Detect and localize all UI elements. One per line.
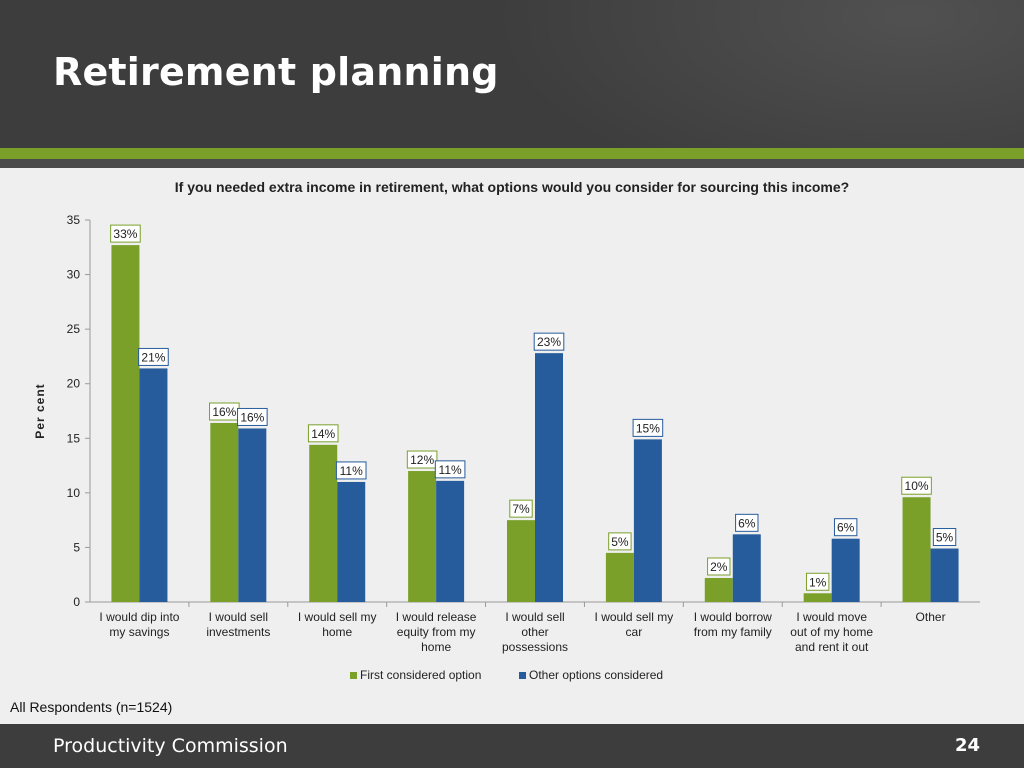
bar-other-considered [139, 368, 168, 602]
bar-first-considered [111, 245, 140, 603]
x-category-label: possessions [502, 640, 568, 654]
data-label: 2% [710, 560, 728, 574]
x-category-label: car [626, 625, 643, 639]
data-label-box [406, 450, 438, 469]
bar-other-considered [436, 480, 465, 602]
bar-other-considered [732, 534, 761, 602]
bar-other-considered [535, 353, 563, 602]
x-category-label: I would move [796, 610, 867, 624]
x-category-label: I would sell [209, 610, 268, 624]
data-label-box [307, 424, 339, 443]
bar-other-considered [633, 439, 662, 602]
bar-first-considered [210, 423, 239, 602]
x-category-label: home [421, 640, 451, 654]
data-label-box [509, 499, 533, 518]
x-category-label: investments [206, 625, 270, 639]
y-tick-label: 0 [73, 595, 80, 609]
data-label: 16% [212, 405, 236, 419]
respondents-note: All Respondents (n=1524) [10, 699, 173, 715]
data-label-box [608, 532, 632, 551]
data-label: 11% [439, 463, 462, 477]
data-label-box [707, 557, 731, 576]
x-category-label: home [322, 625, 352, 639]
y-tick-label: 35 [67, 213, 81, 227]
x-category-label: I would sell my [298, 610, 377, 624]
page-number: 24 [954, 735, 980, 756]
slide-header: Retirement planning [0, 0, 1024, 148]
data-label-box [138, 347, 169, 366]
x-category-label: and rent it out [795, 640, 869, 654]
data-label: 7% [512, 502, 530, 516]
data-label-box [434, 460, 466, 479]
chart-title: If you needed extra income in retirement… [174, 179, 850, 195]
legend-label-first: First considered option [360, 668, 481, 682]
data-label: 21% [141, 350, 165, 364]
y-tick-label: 30 [67, 268, 81, 282]
x-category-label: I would sell my [595, 610, 674, 624]
x-category-label: I would release [396, 610, 477, 624]
footer-organisation: Productivity Commission [53, 735, 288, 757]
legend-swatch-other [519, 672, 526, 679]
x-category-label: I would borrow [694, 610, 772, 624]
data-label: 1% [809, 575, 827, 589]
y-tick-label: 20 [67, 377, 81, 391]
x-category-label: Other [916, 610, 946, 624]
x-category-label: equity from my [397, 625, 476, 639]
bar-other-considered [337, 481, 366, 602]
bar-first-considered [309, 444, 338, 602]
data-label: 15% [636, 421, 660, 435]
x-category-label: I would dip into [99, 610, 179, 624]
data-label: 6% [738, 516, 756, 530]
data-label: 11% [340, 464, 363, 478]
data-label-box [805, 572, 830, 591]
y-axis-label: Per cent [33, 383, 47, 438]
y-tick-label: 15 [67, 431, 81, 445]
data-label-box [632, 418, 664, 437]
legend-label-other: Other options considered [529, 668, 663, 682]
header-decoration [420, 0, 1024, 148]
data-label-box [335, 461, 367, 480]
data-label: 12% [410, 453, 434, 467]
data-label-box [237, 407, 268, 426]
data-label: 6% [837, 521, 855, 535]
header-dark-stripe [0, 159, 1024, 168]
data-label: 33% [113, 227, 137, 241]
data-label: 5% [936, 531, 954, 545]
data-label-box [833, 518, 858, 537]
slide-title: Retirement planning [53, 50, 499, 94]
bar-first-considered [704, 577, 733, 602]
bar-first-considered [507, 520, 535, 602]
header-accent-stripe [0, 148, 1024, 159]
data-label: 16% [240, 410, 264, 424]
data-label-box [735, 513, 759, 532]
data-label: 10% [905, 479, 929, 493]
slide-footer: Productivity Commission 24 [0, 724, 1024, 768]
y-tick-label: 5 [73, 540, 80, 554]
y-tick-label: 10 [67, 486, 81, 500]
y-tick-label: 25 [67, 322, 81, 336]
bar-first-considered [803, 593, 832, 602]
bar-first-considered [902, 497, 931, 602]
data-label-box [110, 224, 141, 243]
data-label: 5% [611, 535, 629, 549]
bar-first-considered [408, 471, 437, 602]
x-category-label: out of my home [790, 625, 873, 639]
data-label: 14% [311, 427, 335, 441]
data-label-box [901, 476, 932, 495]
x-category-label: my savings [109, 625, 169, 639]
data-label: 23% [537, 335, 561, 349]
bar-other-considered [238, 428, 267, 602]
legend-swatch-first [350, 672, 357, 679]
x-category-label: other [521, 625, 548, 639]
x-category-label: from my family [694, 625, 772, 639]
data-label-box [932, 528, 957, 547]
data-label-box [533, 332, 565, 351]
bar-first-considered [605, 552, 634, 602]
bar-other-considered [930, 548, 959, 602]
bar-chart: 0 5 10 15 20 25 30 35 Per cent 33% 21% I would dip … [33, 213, 980, 682]
x-category-label: I would sell [505, 610, 564, 624]
bar-other-considered [831, 538, 860, 602]
